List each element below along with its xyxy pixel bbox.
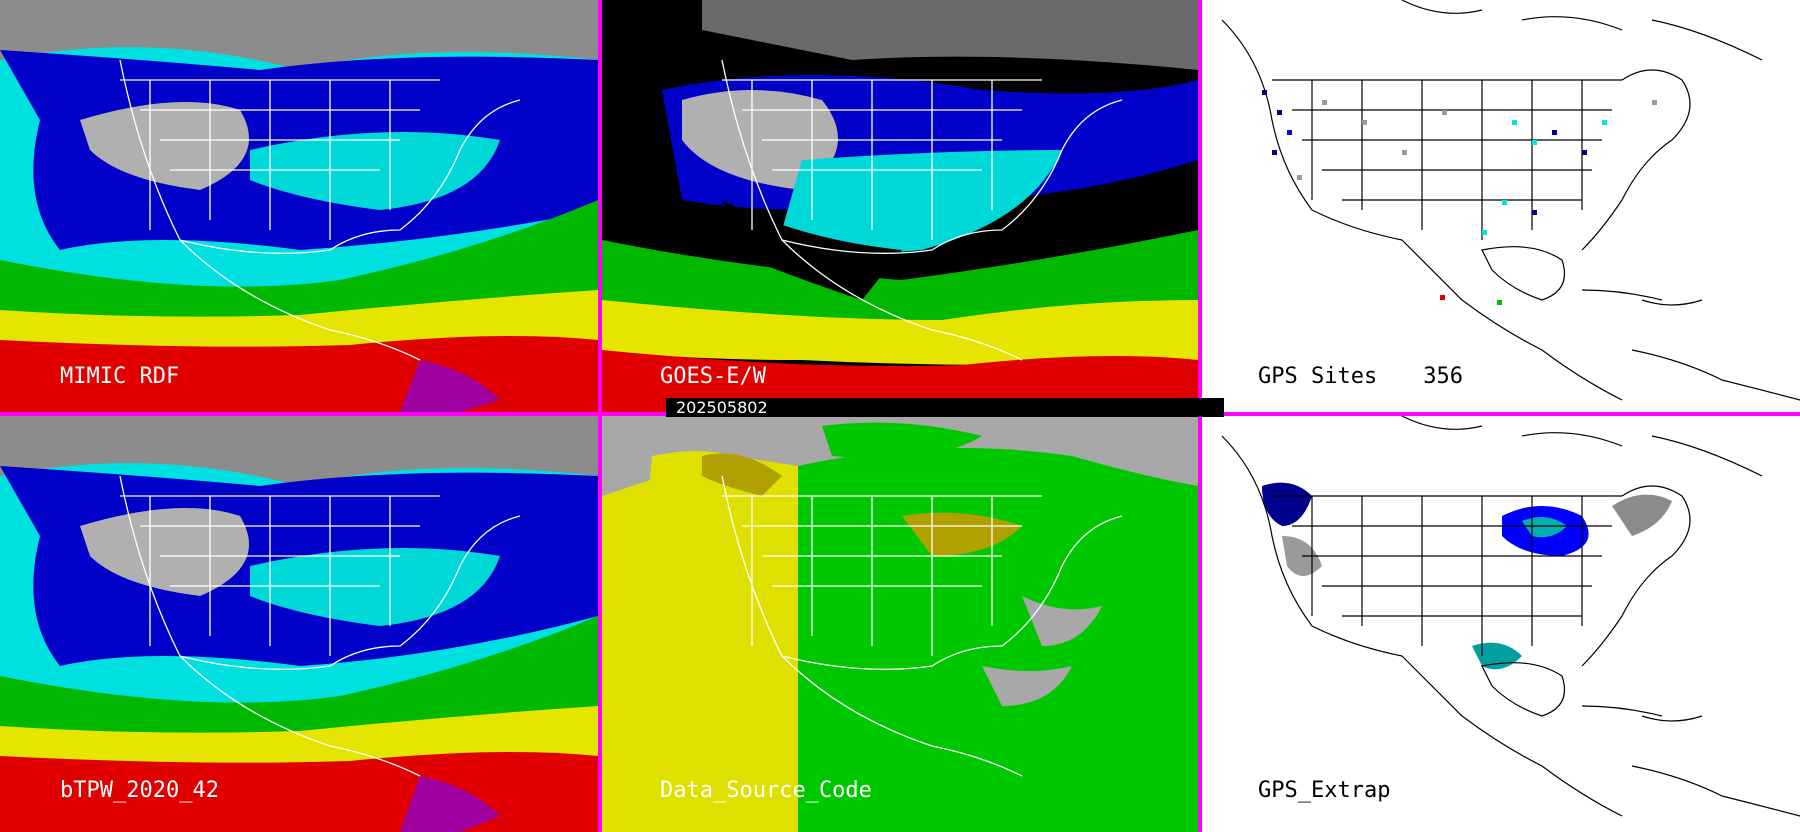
goes-ew-map: GOES-E/W [602, 0, 1198, 412]
data-source-code-label: Data_Source_Code [660, 778, 872, 803]
goes-ew-label: GOES-E/W [660, 364, 767, 389]
gps-extrap-label: GPS_Extrap [1258, 778, 1390, 803]
gps-sites-count: 356 [1423, 364, 1463, 389]
panel-goes-ew: GOES-E/W [602, 0, 1198, 412]
panel-gps-extrap: GPS_Extrap [1202, 416, 1800, 832]
btpw-map: bTPW_2020_42 [0, 416, 598, 832]
gps-extrap-map: GPS_Extrap [1202, 416, 1800, 832]
panel-data-source-code: Data_Source_Code [602, 416, 1198, 832]
timestamp-bar: 202505802 [666, 398, 1224, 417]
gps-sites-map: GPS Sites 356 [1202, 0, 1800, 412]
panel-btpw: bTPW_2020_42 [0, 416, 598, 832]
data-source-code-map: Data_Source_Code [602, 416, 1198, 832]
mimic-rdf-label: MIMIC RDF [60, 364, 179, 389]
gps-sites-label: GPS Sites 356 [1258, 364, 1463, 389]
gps-site-markers [1262, 90, 1657, 305]
panel-mimic-rdf: MIMIC RDF [0, 0, 598, 412]
mimic-rdf-map: MIMIC RDF [0, 0, 598, 412]
btpw-label: bTPW_2020_42 [60, 778, 219, 803]
panel-gps-sites: GPS Sites 356 [1202, 0, 1800, 412]
